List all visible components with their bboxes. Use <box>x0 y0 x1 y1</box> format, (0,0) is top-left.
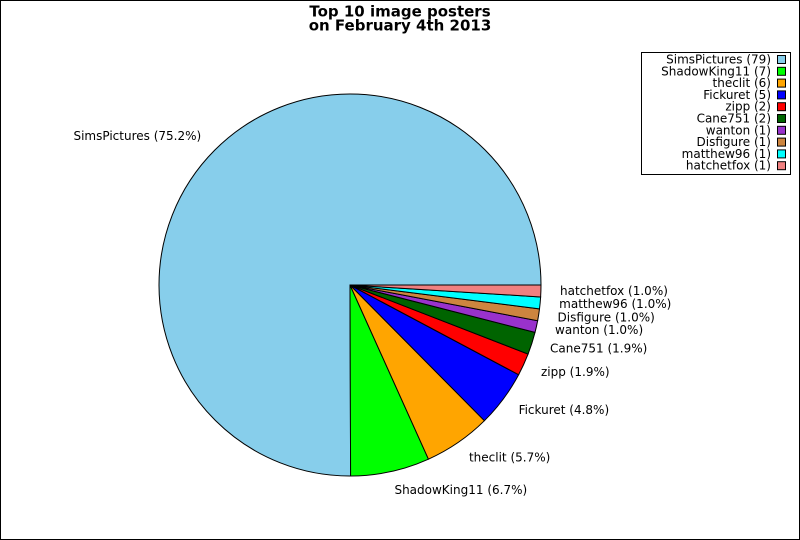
legend-label: hatchetfox (1) <box>686 159 771 173</box>
legend-swatch <box>777 161 786 171</box>
legend-swatch <box>777 149 786 159</box>
slice-label: ShadowKing11 (6.7%) <box>394 483 527 497</box>
legend-swatch <box>777 55 786 64</box>
slice-label: SimsPictures (75.2%) <box>73 129 201 143</box>
legend-label: wanton (1) <box>706 123 771 137</box>
slice-label: zipp (1.9%) <box>541 365 610 379</box>
legend-label: matthew96 (1) <box>682 147 771 161</box>
chart-title: Top 10 image posters <box>309 3 490 21</box>
legend-label: ShadowKing11 (7) <box>661 64 771 78</box>
slice-label: Fickuret (4.8%) <box>519 403 610 417</box>
legend-box <box>641 52 791 175</box>
legend-label: Cane751 (2) <box>697 112 771 126</box>
slice-label: theclit (5.7%) <box>469 451 550 465</box>
slice-label: Cane751 (1.9%) <box>550 342 647 356</box>
legend-swatch <box>777 90 786 100</box>
legend-label: Fickuret (5) <box>703 88 771 102</box>
legend-label: theclit (6) <box>713 76 771 90</box>
legend-label: SimsPictures (79) <box>666 53 771 67</box>
slice-label: matthew96 (1.0%) <box>559 297 671 311</box>
pie-slice <box>349 284 542 298</box>
legend-swatch <box>777 137 786 147</box>
legend-swatch <box>777 125 786 135</box>
slice-label: hatchetfox (1.0%) <box>560 284 668 298</box>
chart-title: on February 4th 2013 <box>309 17 492 35</box>
pie-slice <box>158 93 542 477</box>
legend-swatch <box>777 102 786 112</box>
slice-label: wanton (1.0%) <box>555 323 643 337</box>
slice-label: Disfigure (1.0%) <box>558 310 655 324</box>
legend-label: zipp (2) <box>725 100 771 114</box>
legend-label: Disfigure (1) <box>697 135 771 149</box>
legend-swatch <box>777 114 786 123</box>
legend-swatch <box>777 66 786 76</box>
legend-swatch <box>777 78 786 88</box>
